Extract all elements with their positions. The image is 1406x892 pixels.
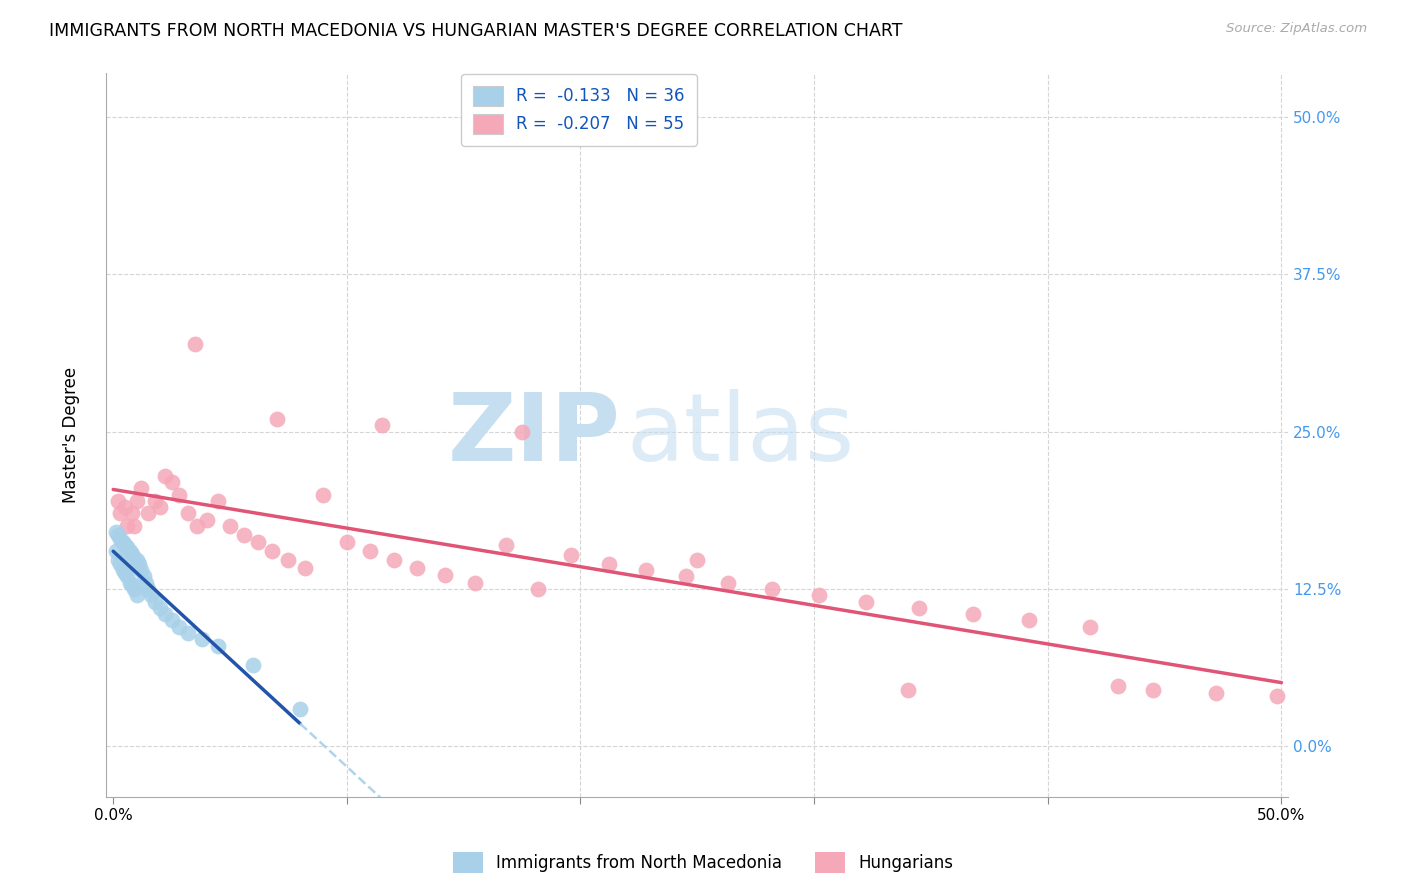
Point: [121, 507, 143, 521]
Point: [111, 563, 134, 577]
Point: [143, 494, 166, 508]
Point: [184, 336, 207, 351]
Point: [107, 528, 129, 542]
Point: [1142, 682, 1164, 697]
Text: Source: ZipAtlas.com: Source: ZipAtlas.com: [1226, 22, 1367, 36]
Point: [153, 607, 176, 622]
Point: [114, 566, 136, 580]
Y-axis label: Master's Degree: Master's Degree: [62, 367, 80, 503]
Point: [312, 487, 335, 501]
Point: [149, 600, 172, 615]
Point: [143, 594, 166, 608]
Point: [160, 614, 183, 628]
Point: [686, 553, 709, 567]
Point: [115, 569, 138, 583]
Point: [359, 544, 381, 558]
Point: [675, 569, 697, 583]
Point: [122, 582, 145, 596]
Point: [104, 525, 127, 540]
Point: [129, 481, 152, 495]
Point: [761, 582, 783, 596]
Point: [908, 600, 931, 615]
Text: IMMIGRANTS FROM NORTH MACEDONIA VS HUNGARIAN MASTER'S DEGREE CORRELATION CHART: IMMIGRANTS FROM NORTH MACEDONIA VS HUNGA…: [49, 22, 903, 40]
Point: [177, 626, 200, 640]
Point: [125, 588, 148, 602]
Point: [262, 544, 284, 558]
Point: [510, 425, 533, 439]
Point: [114, 538, 136, 552]
Text: atlas: atlas: [626, 389, 855, 481]
Point: [191, 632, 214, 647]
Point: [634, 563, 657, 577]
Point: [495, 538, 517, 552]
Point: [107, 553, 129, 567]
Point: [288, 701, 311, 715]
Point: [266, 412, 288, 426]
Point: [136, 507, 159, 521]
Point: [382, 553, 405, 567]
Point: [129, 563, 152, 577]
Point: [167, 620, 190, 634]
Point: [149, 500, 172, 515]
Point: [139, 588, 162, 602]
Point: [1078, 620, 1101, 634]
Point: [371, 418, 394, 433]
Point: [962, 607, 984, 622]
Legend: R =  -0.133   N = 36, R =  -0.207   N = 55: R = -0.133 N = 36, R = -0.207 N = 55: [461, 74, 696, 145]
Point: [336, 535, 359, 549]
Point: [527, 582, 550, 596]
Point: [122, 519, 145, 533]
Point: [433, 568, 456, 582]
Point: [1265, 689, 1288, 703]
Text: ZIP: ZIP: [447, 389, 620, 481]
Point: [104, 544, 127, 558]
Point: [118, 544, 141, 558]
Legend: Immigrants from North Macedonia, Hungarians: Immigrants from North Macedonia, Hungari…: [446, 846, 960, 880]
Point: [294, 560, 316, 574]
Point: [167, 487, 190, 501]
Point: [598, 557, 620, 571]
Point: [135, 575, 157, 590]
Point: [118, 575, 141, 590]
Point: [115, 541, 138, 555]
Point: [177, 507, 200, 521]
Point: [111, 535, 134, 549]
Point: [108, 507, 131, 521]
Point: [128, 557, 150, 571]
Point: [807, 588, 830, 602]
Point: [560, 548, 582, 562]
Point: [195, 513, 218, 527]
Point: [219, 519, 242, 533]
Point: [717, 575, 740, 590]
Point: [108, 532, 131, 546]
Point: [1107, 679, 1129, 693]
Point: [464, 575, 486, 590]
Point: [855, 594, 877, 608]
Point: [122, 550, 145, 565]
Point: [1205, 686, 1227, 700]
Point: [406, 560, 429, 574]
Point: [247, 535, 270, 549]
Point: [108, 557, 131, 571]
Point: [136, 582, 159, 596]
Point: [107, 494, 129, 508]
Point: [277, 553, 299, 567]
Point: [114, 500, 136, 515]
Point: [125, 553, 148, 567]
Point: [242, 657, 264, 672]
Point: [115, 519, 138, 533]
Point: [121, 578, 143, 592]
Point: [233, 528, 256, 542]
Point: [125, 494, 148, 508]
Point: [897, 682, 920, 697]
Point: [186, 519, 208, 533]
Point: [121, 547, 143, 561]
Point: [207, 639, 229, 653]
Point: [160, 475, 183, 489]
Point: [153, 468, 176, 483]
Point: [207, 494, 229, 508]
Point: [1018, 614, 1040, 628]
Point: [132, 569, 155, 583]
